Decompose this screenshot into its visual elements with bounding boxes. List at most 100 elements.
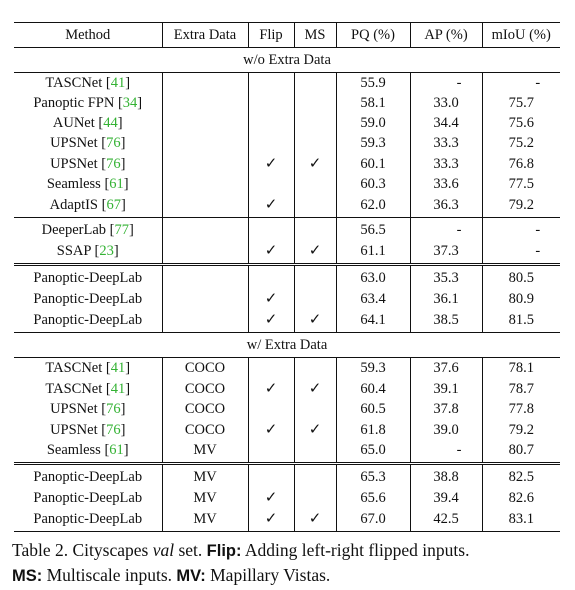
citation-ref: 61 (109, 442, 124, 458)
flip-cell: ✓ (247, 194, 294, 218)
miou-cell: 79.2 (481, 194, 560, 218)
miou-cell: 75.6 (481, 113, 560, 133)
pq-cell: 59.0 (335, 113, 410, 133)
caption-text-ms: Multiscale inputs. (42, 565, 173, 585)
ap-cell: 37.3 (409, 240, 482, 265)
table-body: w/o Extra Data TASCNet [41] 55.9- - Panoptic… (14, 47, 560, 532)
flip-cell: ✓ (247, 153, 294, 174)
flip-cell: ✓ (247, 288, 294, 309)
ms-cell (293, 357, 336, 378)
extra-data-cell: MV (161, 487, 248, 508)
method-cell: UPSNet [76] (50, 421, 126, 438)
table-row: Panoptic-DeepLab MV ✓ 65.6 39.4 82.6 (14, 487, 560, 508)
pq-cell: 67.0 (335, 508, 410, 532)
method-name: Panoptic-DeepLab (33, 489, 143, 506)
miou-cell: - (481, 240, 560, 265)
ap-cell: 33.6 (409, 174, 482, 194)
check-mark-icon: ✓ (308, 154, 322, 172)
ms-cell: ✓ (293, 508, 336, 532)
pq-cell: 62.0 (335, 194, 410, 218)
ap-cell: 36.3 (409, 194, 482, 218)
miou-cell: - (481, 217, 560, 240)
pq-cell: 58.1 (335, 93, 410, 113)
check-mark-icon: ✓ (264, 195, 278, 213)
flip-cell (247, 72, 294, 93)
pq-cell: 63.4 (335, 288, 410, 309)
ap-cell: 36.1 (409, 288, 482, 309)
pq-cell: 60.1 (335, 153, 410, 174)
miou-cell: 78.1 (481, 357, 560, 378)
method-cell: TASCNet [41] (45, 75, 131, 91)
pq-cell: 59.3 (335, 357, 410, 378)
ms-cell: ✓ (293, 309, 336, 333)
citation-ref: 41 (110, 380, 126, 397)
flip-cell: ✓ (247, 508, 294, 532)
method-cell: Panoptic-DeepLab (14, 462, 162, 487)
table-row: Panoptic-DeepLab MV ✓ ✓ 67.0 42.5 83.1 (14, 508, 560, 532)
miou-cell: 79.2 (481, 419, 560, 440)
extra-data-cell: COCO (161, 399, 248, 419)
miou-cell: - (481, 72, 560, 93)
method-name: UPSNet (50, 421, 98, 438)
miou-cell: 75.7 (481, 93, 560, 113)
ms-cell (293, 93, 336, 113)
citation-ref: 61 (109, 176, 124, 192)
table-row: TASCNet [41] 55.9- - (14, 72, 560, 93)
extra-data-cell (161, 72, 248, 93)
citation-ref: 77 (114, 222, 130, 238)
miou-cell: 77.8 (481, 399, 560, 419)
extra-data-cell: MV (161, 440, 248, 464)
method-cell: UPSNet [76] (50, 135, 126, 151)
method-name: SSAP (56, 242, 91, 259)
results-table: Method Extra Data Flip MS PQ (%) AP (%) … (14, 22, 560, 532)
miou-cell: 81.5 (481, 309, 560, 333)
ms-cell: ✓ (293, 378, 336, 399)
extra-data-cell (161, 133, 248, 153)
method-cell: UPSNet [76] (50, 155, 126, 172)
pq-cell: 65.0 (335, 440, 410, 464)
extra-data-cell (161, 93, 248, 113)
extra-data-cell: COCO (161, 357, 248, 378)
caption-label-flip: Flip: (206, 542, 242, 560)
pq-cell: 55.9 (335, 72, 410, 93)
method-name: Panoptic-DeepLab (33, 270, 143, 286)
method-name: TASCNet (45, 75, 103, 91)
ap-cell: - (409, 72, 482, 93)
table-row: Seamless [61] 60.3 33.6 77.5 (14, 174, 560, 194)
ms-cell (293, 133, 336, 153)
section-header-row: w/o Extra Data (14, 47, 560, 73)
flip-cell (247, 462, 294, 487)
ap-cell: 42.5 (409, 508, 482, 532)
pq-cell: 61.1 (335, 240, 410, 265)
method-cell: AdaptIS [67] (49, 196, 126, 213)
method-cell: DeeperLab [77] (14, 217, 162, 240)
flip-cell: ✓ (247, 419, 294, 440)
flip-cell (247, 357, 294, 378)
ap-cell: 33.3 (409, 133, 482, 153)
header-miou: mIoU (%) (481, 22, 560, 48)
table-row: UPSNet [76] 59.3 33.3 75.2 (14, 133, 560, 153)
flip-cell: ✓ (247, 309, 294, 333)
table-row: UPSNet [76] ✓ ✓ 60.1 33.3 76.8 (14, 153, 560, 174)
citation-ref: 76 (106, 421, 121, 438)
check-mark-icon: ✓ (308, 509, 322, 527)
header-flip: Flip (247, 22, 294, 48)
ms-cell: ✓ (293, 419, 336, 440)
ms-cell (293, 487, 336, 508)
caption-label-mv: MV: (176, 567, 206, 585)
extra-data-cell (161, 113, 248, 133)
ap-cell: - (409, 440, 482, 464)
ms-cell (293, 113, 336, 133)
citation-ref: 44 (103, 115, 118, 131)
citation-ref: 76 (106, 135, 121, 151)
check-mark-icon: ✓ (264, 379, 278, 397)
pq-cell: 60.3 (335, 174, 410, 194)
miou-cell: 75.2 (481, 133, 560, 153)
flip-cell (247, 174, 294, 194)
method-name: UPSNet (50, 135, 98, 151)
flip-cell: ✓ (247, 378, 294, 399)
table-row: DeeperLab [77] 56.5- - (14, 217, 560, 240)
ap-cell: 34.4 (409, 113, 482, 133)
ap-cell: 39.1 (409, 378, 482, 399)
